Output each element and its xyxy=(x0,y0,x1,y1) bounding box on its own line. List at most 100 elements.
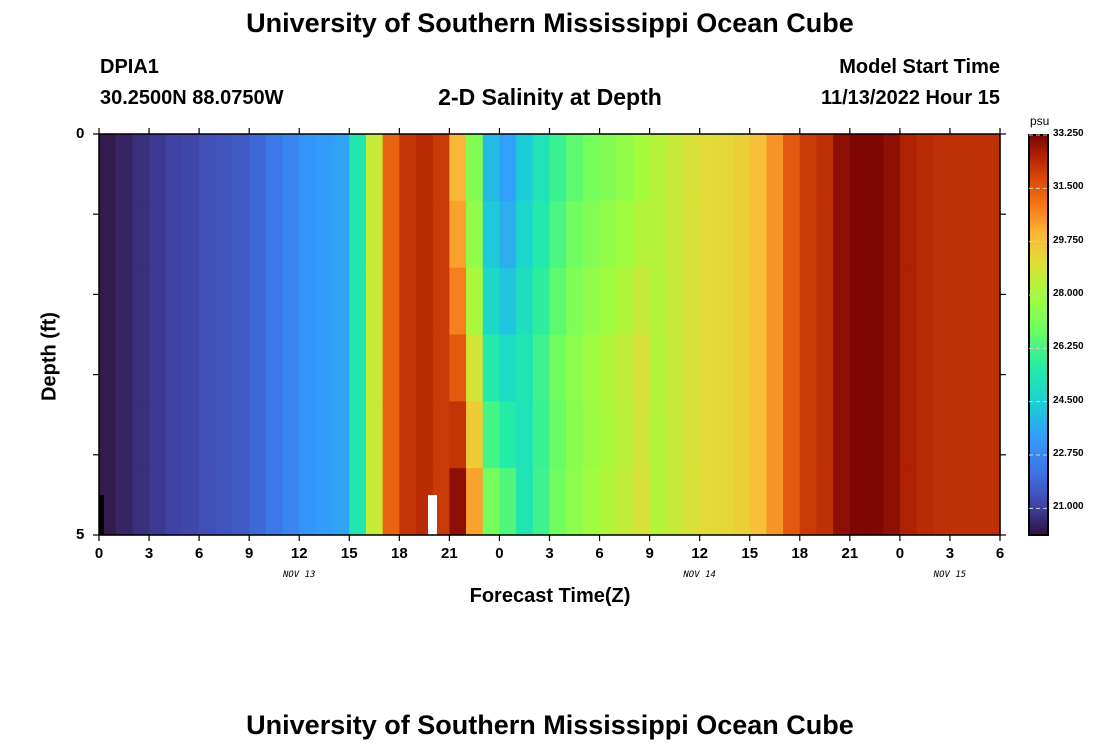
heatmap-cell xyxy=(983,401,1001,469)
heatmap-cell xyxy=(833,334,851,402)
heatmap-cell xyxy=(282,468,300,536)
heatmap-cell xyxy=(649,468,667,536)
heatmap-cell xyxy=(749,334,768,402)
heatmap-cell xyxy=(749,134,768,202)
heatmap-cell xyxy=(599,468,617,536)
heatmap-cell xyxy=(115,468,133,536)
heatmap-cell xyxy=(416,267,434,336)
heatmap-cell xyxy=(365,468,384,536)
heatmap-cell xyxy=(966,401,984,469)
heatmap-cell xyxy=(816,334,834,402)
x-tick-label: 9 xyxy=(244,545,254,562)
heatmap-cell xyxy=(232,200,250,269)
heatmap-cell xyxy=(416,334,434,402)
heatmap-cell xyxy=(482,134,501,202)
heatmap-cell xyxy=(466,267,484,336)
x-tick-label: 18 xyxy=(791,545,809,562)
heatmap-cell xyxy=(682,334,701,402)
heatmap-cell xyxy=(315,200,334,269)
heatmap-cell xyxy=(849,334,868,402)
heatmap-cell xyxy=(416,401,434,469)
heatmap-cell xyxy=(182,401,200,469)
heatmap-cell xyxy=(382,468,400,536)
heatmap-cell xyxy=(165,134,184,202)
heatmap-cell xyxy=(649,267,667,336)
heatmap-cell xyxy=(866,401,884,469)
heatmap-cell xyxy=(99,334,117,402)
heatmap-cell xyxy=(799,401,818,469)
heatmap-cell xyxy=(365,134,384,202)
heatmap-cell xyxy=(315,334,334,402)
heatmap-cell xyxy=(649,134,667,202)
heatmap-cell xyxy=(332,401,350,469)
heatmap-cell xyxy=(165,334,184,402)
heatmap-cell xyxy=(816,134,834,202)
heatmap-cell xyxy=(449,267,467,336)
heatmap-cell xyxy=(299,401,317,469)
y-tick-label: 0 xyxy=(76,125,85,142)
y-axis-label: Depth (ft) xyxy=(38,312,61,401)
heatmap-cell xyxy=(949,334,968,402)
heatmap-cell xyxy=(716,200,734,269)
heatmap-cell xyxy=(766,267,784,336)
heatmap-cell xyxy=(315,401,334,469)
heatmap-cell xyxy=(616,468,634,536)
heatmap-cell xyxy=(799,200,818,269)
heatmap-cell xyxy=(666,134,684,202)
y-axis-ticks xyxy=(93,133,1006,536)
heatmap-cell xyxy=(699,468,717,536)
day-label: NOV 13 xyxy=(282,570,316,580)
x-axis-label: Forecast Time(Z) xyxy=(469,585,631,607)
x-tick-label: 21 xyxy=(841,545,859,562)
heatmap-cell xyxy=(899,334,918,402)
heatmap-cell xyxy=(349,401,367,469)
heatmap-cell xyxy=(716,134,734,202)
heatmap-cell xyxy=(382,334,400,402)
heatmap-cell xyxy=(799,267,818,336)
heatmap-cell xyxy=(716,267,734,336)
x-tick-label: 6 xyxy=(595,545,604,562)
heatmap-cell xyxy=(449,334,467,402)
heatmap-cell xyxy=(265,468,284,536)
heatmap-cell xyxy=(766,334,784,402)
heatmap-cell xyxy=(549,134,567,202)
heatmap-cell xyxy=(365,401,384,469)
heatmap-cell xyxy=(232,134,250,202)
heatmap-cell xyxy=(132,401,150,469)
heatmap-cell xyxy=(466,401,484,469)
heatmap-cell xyxy=(149,267,167,336)
heatmap-cell xyxy=(232,401,250,469)
x-tick-label: 12 xyxy=(290,545,308,562)
heatmap-cell xyxy=(215,200,234,269)
heatmap-cell xyxy=(466,468,484,536)
heatmap-cell xyxy=(382,200,400,269)
heatmap-cell xyxy=(315,134,334,202)
colorbar-tick-label: 21.000 xyxy=(1053,501,1084,513)
page-title: University of Southern Mississippi Ocean… xyxy=(246,8,854,38)
heatmap-cell xyxy=(616,401,634,469)
heatmap-cell xyxy=(566,468,584,536)
day-label: NOV 14 xyxy=(683,570,716,580)
heatmap-cell xyxy=(182,200,200,269)
colorbar-tick-label: 26.250 xyxy=(1053,341,1084,353)
heatmap-cell xyxy=(933,334,951,402)
heatmap-cell xyxy=(249,334,267,402)
colorbar-tick-label: 33.250 xyxy=(1053,128,1084,139)
heatmap-cell xyxy=(382,401,400,469)
x-tick-label: 12 xyxy=(691,545,708,562)
heatmap-cell xyxy=(682,134,701,202)
heatmap-cell xyxy=(733,401,751,469)
heatmap-cell xyxy=(332,468,350,536)
heatmap-cell xyxy=(115,134,133,202)
heatmap-cell xyxy=(716,334,734,402)
day-label: NOV 15 xyxy=(933,570,967,580)
colorbar-ticks xyxy=(1029,134,1048,509)
page-title-repeat: University of Southern Mississippi Ocean… xyxy=(246,710,854,740)
heatmap-cell xyxy=(849,267,868,336)
heatmap-cell xyxy=(549,200,567,269)
heatmap-cell xyxy=(365,267,384,336)
station-coordinates: 30.2500N 88.0750W xyxy=(100,87,284,109)
colorbar xyxy=(1028,134,1049,536)
heatmap-cell xyxy=(332,134,350,202)
heatmap-cell xyxy=(983,334,1001,402)
